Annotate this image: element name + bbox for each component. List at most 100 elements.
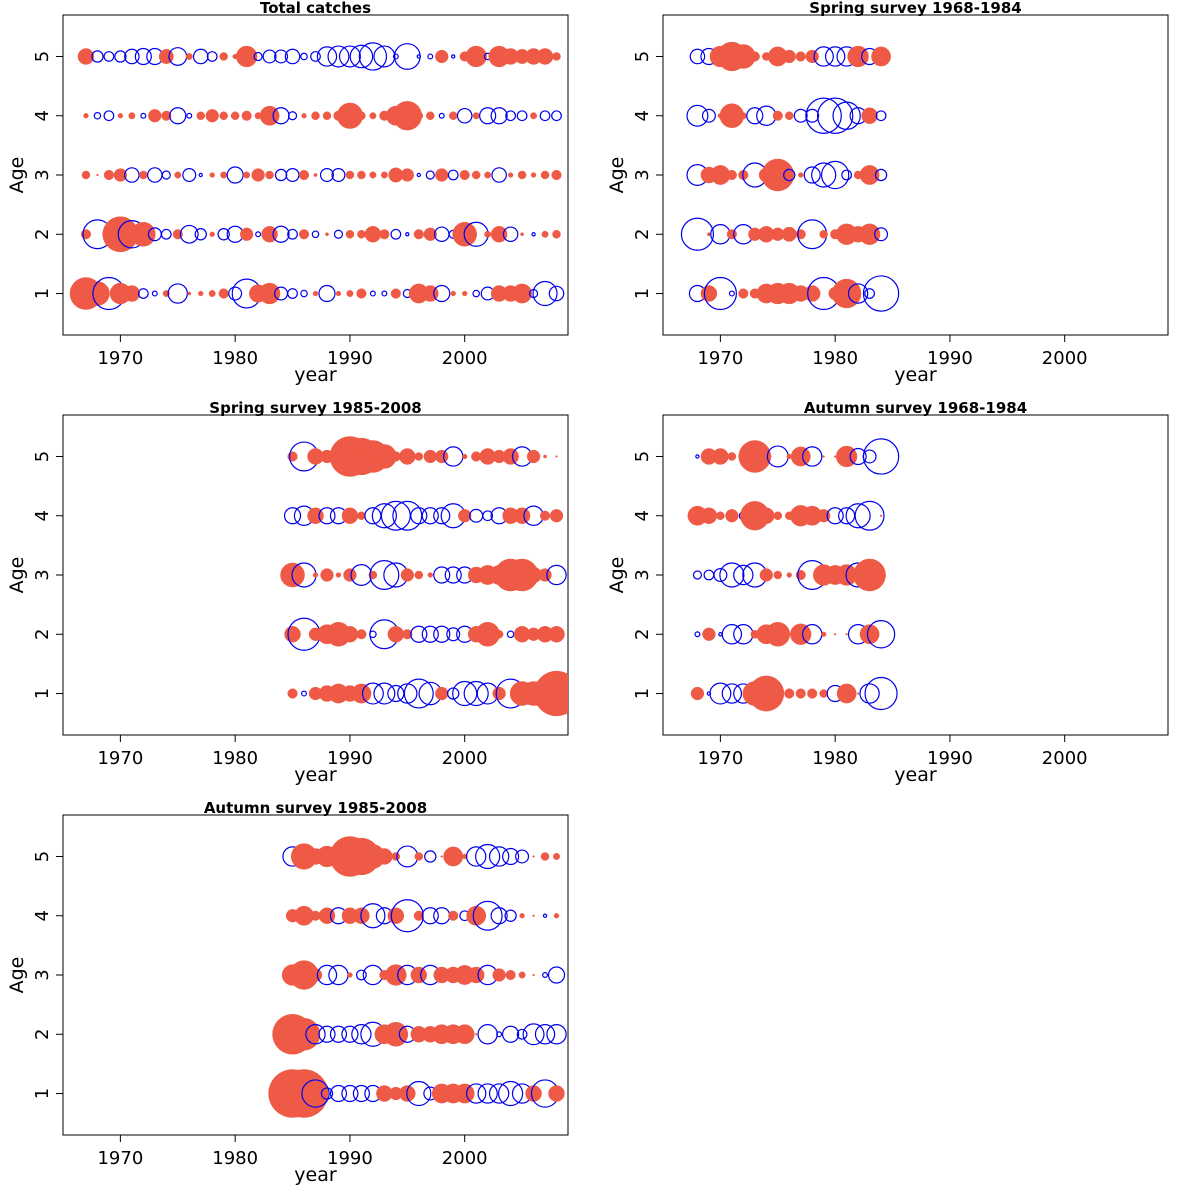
bubble-positive <box>413 229 424 240</box>
bubble-positive <box>96 173 99 177</box>
bubble-negative <box>438 112 445 119</box>
bubble-positive <box>548 626 565 643</box>
bubble-negative <box>546 1024 567 1045</box>
bubble-positive <box>454 1024 475 1045</box>
bubble-negative <box>287 111 298 121</box>
bubble-negative <box>802 446 823 467</box>
bubble-positive <box>209 231 215 237</box>
bubble-negative <box>491 167 507 183</box>
bubble-positive <box>298 229 310 240</box>
bubble-positive <box>788 633 791 636</box>
bubble-positive <box>502 448 519 465</box>
bubble-negative <box>816 97 854 134</box>
bubble-negative <box>875 110 887 122</box>
bubble-positive <box>776 692 779 695</box>
x-tick-label: 1990 <box>327 748 373 769</box>
chart-panel: Spring survey 1968-1984 1970 1980 1990 2000 1… <box>606 0 1169 386</box>
bubble-negative <box>410 625 428 643</box>
bubble-positive <box>426 111 435 120</box>
bubble-negative <box>192 48 209 65</box>
bubble-negative <box>341 1084 359 1103</box>
bubble-positive <box>423 449 437 464</box>
bubble-negative <box>548 285 565 302</box>
bubble-positive <box>81 170 91 180</box>
bubble-positive <box>77 48 95 65</box>
bubble-negative <box>352 1084 371 1103</box>
bubble-negative <box>862 275 900 312</box>
bubble-positive <box>351 683 372 704</box>
y-tick-label: 3 <box>32 569 53 580</box>
bubble-negative <box>392 500 423 531</box>
bubble-positive <box>819 689 828 698</box>
bubble-positive <box>298 169 310 181</box>
bubble-positive <box>700 285 718 302</box>
bubble-positive <box>525 1085 542 1102</box>
bubble-layer <box>268 836 567 1118</box>
bubble-negative <box>506 630 515 639</box>
bubble-positive <box>414 852 424 861</box>
bubble-positive <box>540 852 550 861</box>
bubble-negative <box>206 51 218 62</box>
bubble-positive <box>822 455 825 458</box>
bubble-positive <box>761 451 772 462</box>
bubble-positive <box>552 52 561 61</box>
y-tick-label: 1 <box>632 688 653 699</box>
x-tick-label: 1970 <box>697 348 743 369</box>
bubble-positive <box>356 288 367 299</box>
bubble-negative <box>534 1024 556 1045</box>
bubble-positive <box>198 290 204 297</box>
bubble-negative <box>284 48 301 65</box>
y-axis-label: Age <box>606 557 628 594</box>
bubble-negative <box>421 625 439 643</box>
bubble-positive <box>356 629 367 640</box>
bubble-negative <box>874 227 889 242</box>
bubble-positive <box>530 112 538 120</box>
bubble-negative <box>465 846 487 867</box>
bubble-positive <box>450 290 456 297</box>
x-tick-label: 1980 <box>812 348 858 369</box>
bubble-positive <box>343 568 357 582</box>
bubble-positive <box>817 509 831 523</box>
bubble-positive <box>539 510 551 521</box>
y-tick-label: 2 <box>32 229 53 240</box>
bubble-negative <box>803 166 821 184</box>
y-tick-label: 5 <box>632 451 653 462</box>
bubble-positive <box>784 688 795 699</box>
bubble-positive <box>759 568 773 582</box>
bubble-positive <box>440 855 443 858</box>
bubble-positive <box>725 509 739 523</box>
bubble-negative <box>502 847 520 866</box>
bubble-positive <box>117 113 124 119</box>
bubble-positive <box>376 848 393 865</box>
y-axis-label: Age <box>6 157 28 194</box>
bubble-layer <box>687 438 900 712</box>
bubble-negative <box>813 46 834 67</box>
bubble-negative <box>433 566 451 584</box>
bubble-positive <box>287 1018 321 1051</box>
bubble-positive <box>772 110 783 121</box>
bubble-positive <box>209 172 215 178</box>
bubble-positive <box>185 53 193 60</box>
bubble-positive <box>369 171 377 179</box>
bubble-negative <box>515 849 530 864</box>
bubble-positive <box>552 230 561 239</box>
bubble-negative <box>542 913 548 918</box>
bubble-negative <box>849 447 867 466</box>
bubble-negative <box>469 508 484 523</box>
bubble-positive <box>879 573 883 577</box>
bubble-negative <box>692 570 703 580</box>
bubble-negative <box>371 503 397 529</box>
bubble-negative <box>793 108 808 123</box>
bubble-negative <box>502 226 519 243</box>
bubble-positive <box>435 449 449 464</box>
bubble-positive <box>484 171 492 179</box>
bubble-negative <box>310 51 321 62</box>
bubble-positive <box>368 570 378 580</box>
bubble-positive <box>726 169 737 181</box>
bubble-positive <box>834 455 837 458</box>
bubble-negative <box>477 1024 498 1045</box>
bubble-positive <box>219 111 228 120</box>
bubble-negative <box>333 229 344 239</box>
bubble-positive <box>128 112 136 120</box>
bubble-positive <box>357 230 366 239</box>
